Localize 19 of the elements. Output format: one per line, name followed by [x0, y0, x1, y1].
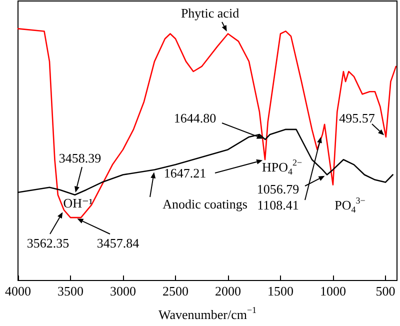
annotation: 3562.35 — [26, 236, 70, 250]
x-tick-label: 1500 — [267, 284, 294, 298]
x-tick-label: 4000 — [5, 284, 31, 298]
x-tick-label: 3000 — [110, 284, 136, 298]
annotation: 3458.39 — [58, 150, 102, 166]
x-tick-label: 500 — [376, 284, 396, 298]
annotation: 1056.79 — [256, 182, 300, 196]
x-tick-label: 3500 — [57, 284, 84, 298]
legend-label: Anodic coatings — [162, 196, 248, 212]
annotation: 1108.41 — [257, 198, 299, 212]
x-tick-label: 2000 — [214, 284, 241, 298]
annotation: OH⁻¹ — [63, 196, 93, 210]
x-tick-label: 2500 — [162, 284, 188, 298]
annotation: 3457.84 — [96, 236, 140, 250]
annotation: 1644.80 — [174, 110, 216, 126]
series-label: Phytic acid — [180, 6, 240, 20]
annotation: 495.57 — [339, 110, 376, 126]
x-tick-label: 1000 — [320, 284, 346, 298]
annotation: 1647.21 — [164, 166, 206, 180]
